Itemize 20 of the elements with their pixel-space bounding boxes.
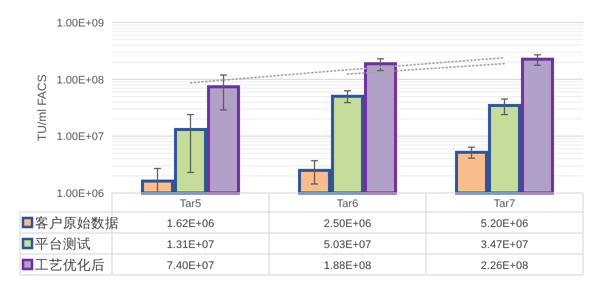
y-tick-label: 1.00E+09 <box>56 18 104 30</box>
y-axis-title: TU/ml FACS <box>35 74 49 142</box>
x-tick-label: Tar6 <box>336 198 358 210</box>
legend-label: 客户原始数据 <box>35 216 119 230</box>
y-tick-label: 1.00E+08 <box>56 74 104 86</box>
data-label: 5.20E+06 <box>480 218 528 230</box>
y-tick-label: 1.00E+07 <box>56 131 104 144</box>
data-label: 2.50E+06 <box>324 218 372 230</box>
data-label: 2.26E+08 <box>480 260 528 272</box>
legend-label: 工艺优化后 <box>35 258 105 272</box>
data-label: 1.62E+06 <box>166 218 214 230</box>
x-tick-label: Tar7 <box>494 198 516 210</box>
y-tick-label: 1.00E+06 <box>56 188 104 200</box>
x-tick-label: Tar5 <box>180 198 202 210</box>
data-label: 7.40E+07 <box>166 260 214 272</box>
data-label: 1.88E+08 <box>324 260 372 272</box>
legend-label: 平台测试 <box>35 236 91 252</box>
data-label: 3.47E+07 <box>480 239 528 251</box>
data-label: 5.03E+07 <box>324 239 372 251</box>
data-label: 1.31E+07 <box>166 239 214 251</box>
